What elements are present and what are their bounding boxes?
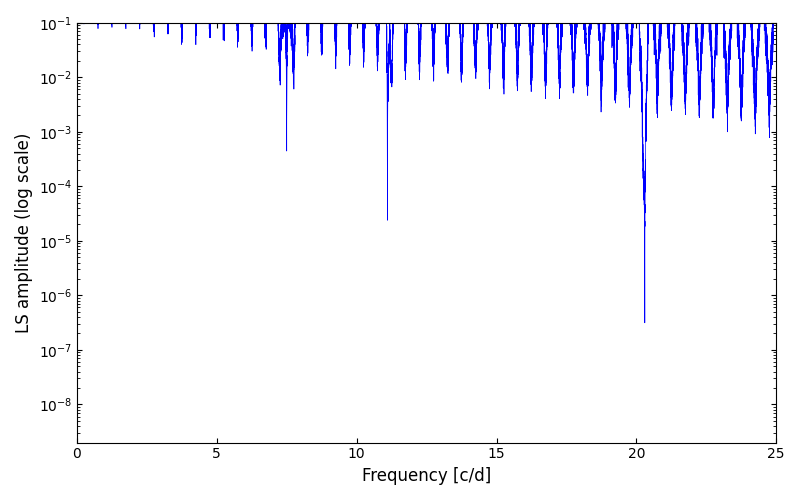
X-axis label: Frequency [c/d]: Frequency [c/d] xyxy=(362,467,491,485)
Y-axis label: LS amplitude (log scale): LS amplitude (log scale) xyxy=(15,132,33,333)
